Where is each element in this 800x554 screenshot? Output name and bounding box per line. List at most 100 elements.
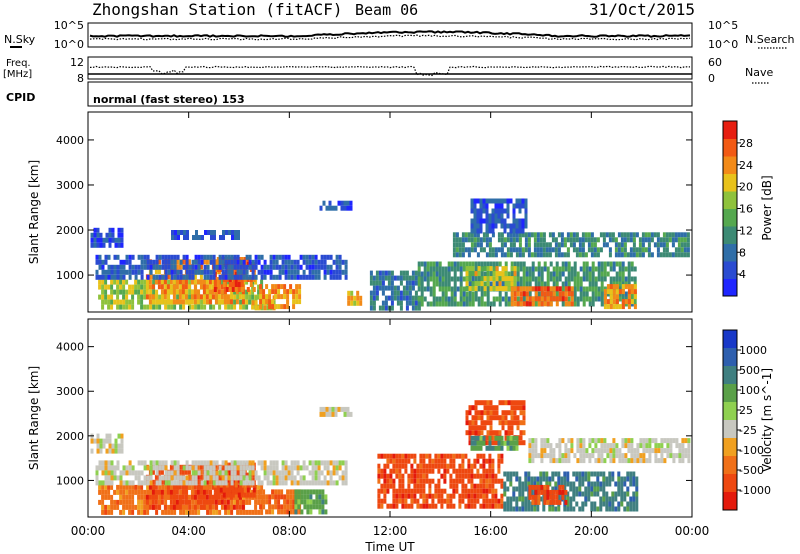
- echo-cell: [461, 498, 465, 504]
- echo-cell: [383, 478, 387, 484]
- echo-cell: [344, 480, 348, 486]
- echo-cell: [444, 271, 448, 277]
- echo-cell: [178, 279, 182, 285]
- echo-cell: [558, 276, 562, 282]
- echo-cell: [510, 266, 514, 272]
- echo-cell: [251, 274, 255, 280]
- echo-cell: [600, 276, 604, 282]
- echo-cell: [188, 465, 192, 471]
- echo-cell: [349, 200, 353, 206]
- echo-cell: [521, 506, 525, 512]
- echo-cell: [468, 410, 472, 416]
- echo-cell: [113, 470, 117, 476]
- echo-cell: [624, 266, 628, 272]
- echo-cell: [488, 453, 492, 459]
- echo-cell: [654, 453, 658, 459]
- echo-cell: [497, 445, 501, 451]
- echo-cell: [172, 494, 176, 500]
- echo-cell: [545, 476, 549, 482]
- echo-cell: [482, 440, 486, 446]
- echo-cell: [500, 458, 504, 464]
- echo-cell: [513, 271, 517, 277]
- echo-cell: [561, 484, 565, 490]
- echo-cell: [443, 498, 447, 504]
- echo-cell: [203, 480, 207, 486]
- echo-cell: [540, 291, 544, 297]
- echo-cell: [286, 509, 290, 515]
- echo-cell: [476, 242, 480, 248]
- echo-cell: [281, 475, 285, 481]
- echo-cell: [623, 506, 627, 512]
- echo-cell: [199, 294, 203, 300]
- frequency-panel: Freq. [MHz] 12 8 60 0 Nave: [3, 56, 773, 85]
- echo-cell: [494, 503, 498, 509]
- echo-cell: [516, 400, 520, 406]
- echo-cell: [221, 279, 225, 285]
- echo-cell: [642, 448, 646, 454]
- echo-cell: [542, 471, 546, 477]
- echo-cell: [578, 247, 582, 253]
- echo-cell: [614, 252, 618, 258]
- echo-cell: [537, 489, 541, 495]
- echo-cell: [143, 494, 147, 500]
- echo-cell: [645, 438, 649, 444]
- echo-cell: [546, 281, 550, 287]
- echo-cell: [540, 296, 544, 302]
- echo-cell: [113, 465, 117, 471]
- echo-cell: [434, 493, 438, 499]
- echo-cell: [609, 304, 613, 310]
- echo-cell: [212, 480, 216, 486]
- power-colorbar-tick-label: 24: [739, 159, 753, 172]
- echo-cell: [491, 218, 495, 224]
- echo-cell: [284, 480, 288, 486]
- echo-cell: [405, 305, 409, 311]
- echo-cell: [552, 458, 556, 464]
- echo-cell: [602, 232, 606, 238]
- echo-cell: [335, 460, 339, 466]
- echo-cell: [110, 274, 114, 280]
- echo-cell: [635, 491, 639, 497]
- echo-cell: [527, 237, 531, 243]
- echo-cell: [302, 480, 306, 486]
- echo-cell: [122, 299, 126, 305]
- echo-cell: [245, 294, 249, 300]
- echo-cell: [438, 281, 442, 287]
- echo-cell: [546, 484, 550, 490]
- echo-cell: [527, 232, 531, 238]
- echo-cell: [461, 478, 465, 484]
- echo-cell: [312, 504, 316, 510]
- echo-cell: [594, 276, 598, 282]
- echo-cell: [512, 445, 516, 451]
- echo-cell: [203, 465, 207, 471]
- echo-cell: [281, 254, 285, 260]
- echo-cell: [263, 264, 267, 270]
- echo-cell: [447, 271, 451, 277]
- echo-cell: [128, 259, 132, 265]
- echo-cell: [422, 483, 426, 489]
- echo-cell: [419, 453, 423, 459]
- echo-cell: [140, 259, 144, 265]
- echo-cell: [408, 300, 412, 306]
- echo-cell: [492, 405, 496, 411]
- echo-cell: [630, 448, 634, 454]
- echo-cell: [386, 488, 390, 494]
- echo-cell: [311, 274, 315, 280]
- echo-cell: [398, 458, 402, 464]
- echo-cell: [651, 438, 655, 444]
- echo-cell: [521, 491, 525, 497]
- echo-cell: [155, 289, 159, 295]
- echo-cell: [534, 296, 538, 302]
- echo-cell: [564, 443, 568, 449]
- echo-cell: [166, 274, 170, 280]
- echo-cell: [492, 276, 496, 282]
- echo-cell: [501, 410, 505, 416]
- echo-cell: [455, 473, 459, 479]
- echo-cell: [254, 509, 258, 515]
- echo-cell: [232, 279, 236, 285]
- echo-cell: [242, 274, 246, 280]
- echo-cell: [408, 290, 412, 296]
- echo-cell: [185, 475, 189, 481]
- echo-cell: [615, 261, 619, 267]
- echo-cell: [603, 289, 607, 295]
